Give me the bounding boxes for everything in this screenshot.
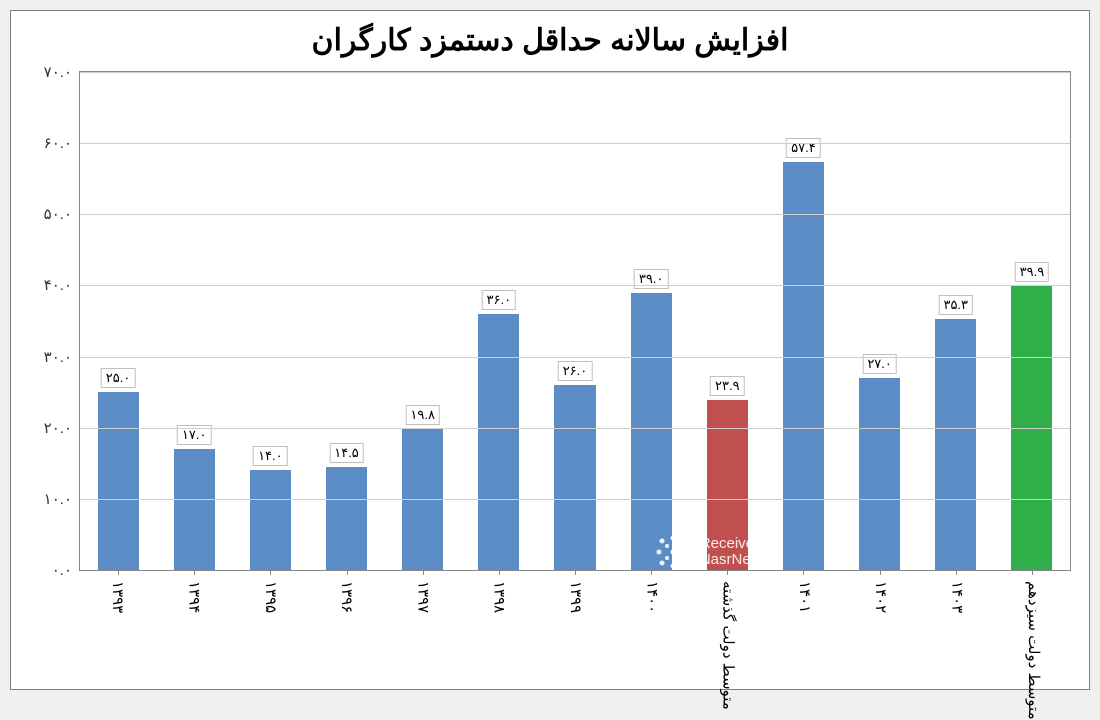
y-tick-label: ۵۰.۰: [26, 205, 72, 223]
bar-value-label: ۱۹.۸: [405, 405, 440, 425]
watermark-line1: Receive: [700, 535, 754, 552]
bar-value-label: ۱۴.۰: [253, 446, 288, 466]
x-tick-label: ۱۴۰۲: [871, 581, 889, 613]
y-tick-label: ۷۰.۰: [26, 63, 72, 81]
plot-area: ۲۵.۰ ۱۷.۰ ۱۴.۰ ۱۴.۵ ۱۹.۸ ۳۶.۰ ۲۶.۰ ۳۹.۰ ۲۳.۹ ۵۷.۴…: [79, 71, 1071, 571]
bar-value-label: ۲۶.۰: [558, 361, 593, 381]
x-tick-label: ۱۳۹۳: [108, 581, 126, 613]
x-tick-label: ۱۴۰۰: [642, 581, 660, 613]
gridline: [80, 143, 1070, 144]
y-tick-label: ۶۰.۰: [26, 134, 72, 152]
bar-value-label: ۲۳.۹: [710, 376, 745, 396]
y-tick-label: ۳۰.۰: [26, 348, 72, 366]
bar: ۱۴.۰: [250, 470, 291, 570]
gridline: [80, 285, 1070, 286]
bar-value-label: ۳۶.۰: [482, 290, 517, 310]
x-tick-label: متوسط دولت گذشته: [719, 581, 737, 710]
y-tick-label: ۴۰.۰: [26, 276, 72, 294]
gridline: [80, 499, 1070, 500]
y-tick-label: ۱۰.۰: [26, 490, 72, 508]
chart-container: افزایش سالانه حداقل دستمزد کارگران ۲۵.۰ ۱…: [10, 10, 1090, 690]
y-tick-label: ۰.۰: [26, 561, 72, 579]
bar: ۲۶.۰: [554, 385, 595, 570]
x-tick-label: ۱۳۹۹: [566, 581, 584, 613]
bar: ۲۷.۰: [859, 378, 900, 570]
x-tick-label: ۱۳۹۴: [184, 581, 202, 613]
watermark-line2: NasrNews: [700, 551, 769, 568]
bar-value-label: ۱۴.۵: [329, 443, 364, 463]
x-axis-labels: ۱۳۹۳۱۳۹۴۱۳۹۵۱۳۹۶۱۳۹۷۱۳۹۸۱۳۹۹۱۴۰۰متوسط دو…: [79, 575, 1071, 681]
watermark-logo-icon: [656, 535, 690, 569]
x-tick-label: ۱۴۰۳: [948, 581, 966, 613]
bar-value-label: ۵۷.۴: [786, 138, 821, 158]
gridline: [80, 214, 1070, 215]
bar: ۱۴.۵: [326, 467, 367, 570]
x-tick-label: ۱۴۰۱: [795, 581, 813, 613]
watermark-text: Receive NasrNews: [700, 536, 769, 569]
x-tick-label: ۱۳۹۶: [337, 581, 355, 613]
bar: ۱۷.۰: [174, 449, 215, 570]
x-tick-label: ۱۳۹۸: [490, 581, 508, 613]
x-tick-label: ۱۳۹۷: [413, 581, 431, 613]
bar: ۳۹.۰: [631, 293, 672, 570]
watermark: Receive NasrNews: [656, 535, 769, 569]
gridline: [80, 428, 1070, 429]
bar-value-label: ۳۹.۹: [1015, 262, 1050, 282]
gridline: [80, 72, 1070, 73]
x-tick-label: متوسط دولت سیزدهم: [1024, 581, 1042, 720]
gridline: [80, 357, 1070, 358]
bars-layer: ۲۵.۰ ۱۷.۰ ۱۴.۰ ۱۴.۵ ۱۹.۸ ۳۶.۰ ۲۶.۰ ۳۹.۰ ۲۳.۹ ۵۷.۴…: [80, 72, 1070, 570]
x-tick-label: ۱۳۹۵: [261, 581, 279, 613]
y-tick-label: ۲۰.۰: [26, 419, 72, 437]
bar-value-label: ۲۵.۰: [101, 368, 136, 388]
bar-value-label: ۳۵.۳: [938, 295, 973, 315]
bar: ۲۵.۰: [98, 392, 139, 570]
bar: ۵۷.۴: [783, 162, 824, 570]
chart-title: افزایش سالانه حداقل دستمزد کارگران: [11, 11, 1089, 66]
bar: ۳۶.۰: [478, 314, 519, 570]
